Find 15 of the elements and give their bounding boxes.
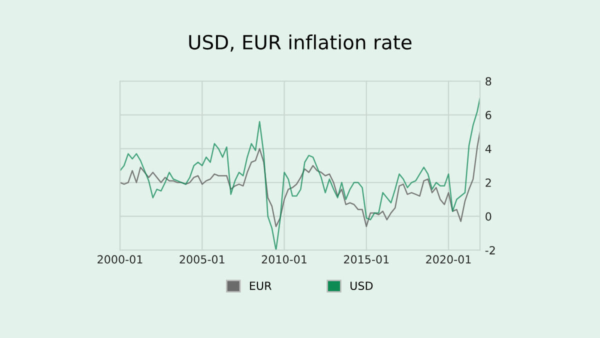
x-tick-label: 2015-01 bbox=[344, 255, 389, 264]
y-tick-label: -2 bbox=[485, 246, 495, 254]
x-tick-label: 2000-01 bbox=[98, 255, 142, 264]
y-tick-label: 4 bbox=[485, 144, 492, 153]
y-tick-label: 2 bbox=[486, 178, 491, 187]
x-tick-label: 2020-01 bbox=[426, 255, 471, 264]
line-series bbox=[120, 131, 480, 228]
y-tick-label: 8 bbox=[486, 77, 492, 86]
y-tick-label: 6 bbox=[486, 110, 492, 120]
chart-title: USD, EUR inflation rate bbox=[189, 34, 412, 52]
x-tick-label: 2005-01 bbox=[180, 255, 224, 264]
y-tick-label: 0 bbox=[486, 212, 492, 221]
legend-label: EUR bbox=[250, 282, 272, 290]
legend-label: USD bbox=[350, 282, 373, 290]
x-tick-label: 2010-01 bbox=[262, 255, 306, 264]
